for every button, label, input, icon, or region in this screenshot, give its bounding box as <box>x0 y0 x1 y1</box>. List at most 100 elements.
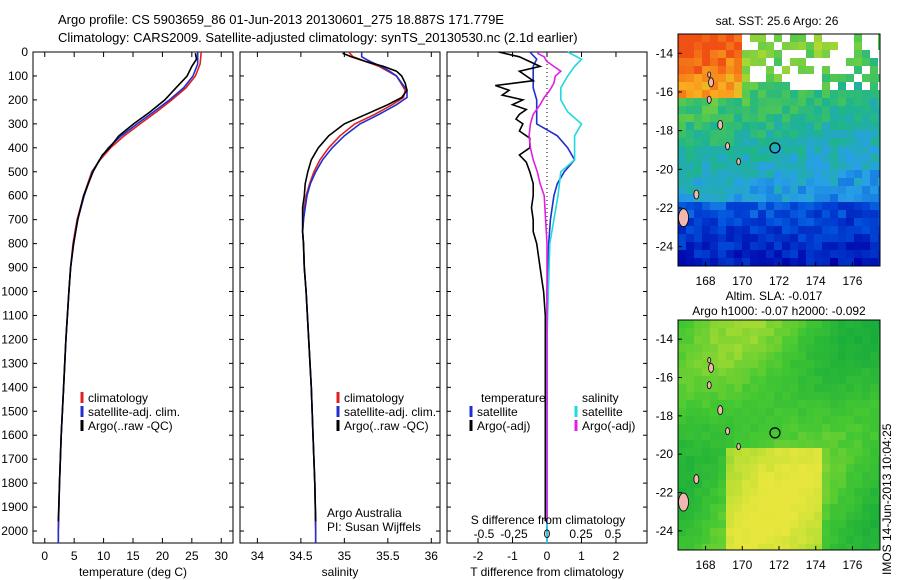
sla_map-cell <box>734 472 742 480</box>
sst_map-cell <box>686 154 694 162</box>
sst_map-cell <box>814 146 822 154</box>
sla_map-cell <box>830 392 838 400</box>
temperature-frame <box>32 51 234 544</box>
sst_map-cell <box>734 114 742 122</box>
sst_map-xtick-label: 170 <box>732 274 752 288</box>
sla_map-cell <box>798 416 806 424</box>
sla_map-cell <box>742 472 750 480</box>
sla_map-cell <box>782 384 790 392</box>
sla_map-cell <box>702 416 710 424</box>
sst_map-cell <box>790 106 798 114</box>
sst_map-cell <box>846 114 854 122</box>
sla_map-cell <box>790 328 798 336</box>
sla_map-cell <box>758 472 766 480</box>
sla_map-cell <box>854 384 862 392</box>
sla_map-cell <box>878 448 880 456</box>
sst_map-cell <box>734 106 742 114</box>
depth-tick-label: 1100 <box>2 308 28 322</box>
sla_map-cell <box>718 472 726 480</box>
sla_map-cell <box>766 512 774 520</box>
sst_map-cell <box>694 210 702 218</box>
sst_map-cell <box>838 258 846 266</box>
sst_map-cell <box>758 90 766 98</box>
sla_map-cell <box>750 496 758 504</box>
sla_map-cell <box>854 376 862 384</box>
sst_map-cell <box>806 122 814 130</box>
sla_map-cell <box>838 544 846 550</box>
sla_map-cell <box>798 528 806 536</box>
sst_map-cell <box>878 210 880 218</box>
depth-tick-label: 1600 <box>1 428 28 442</box>
sst_map-cell <box>750 226 758 234</box>
sst_map-cell <box>782 122 790 130</box>
sla_map-cell <box>710 488 718 496</box>
sst_map-cell <box>766 82 774 90</box>
sst_map-cell <box>686 98 694 106</box>
sla_map-cell <box>830 504 838 512</box>
sst_map-cell <box>710 258 718 266</box>
sla_map-cell <box>838 360 846 368</box>
sst_map-cell <box>710 146 718 154</box>
sla_map-cell <box>814 392 822 400</box>
sla_map-cell <box>686 448 694 456</box>
sst_map-cell <box>710 170 718 178</box>
sst_map-cell <box>758 130 766 138</box>
sla_map-cell <box>814 520 822 528</box>
sla_map-cell <box>830 408 838 416</box>
sla_map-cell <box>758 368 766 376</box>
sst_map-cell <box>710 234 718 242</box>
sst_map-cell <box>862 90 870 98</box>
sla_map-cell <box>758 464 766 472</box>
sst_map-cell <box>710 98 718 106</box>
sst_map-cell <box>870 218 878 226</box>
sst_map-cell <box>710 66 718 74</box>
sst_map-cell <box>838 242 846 250</box>
sla_map-cell <box>718 344 726 352</box>
sst_map-cell <box>734 130 742 138</box>
sla_map-cell <box>782 328 790 336</box>
sst_map-cell <box>710 226 718 234</box>
sst_map-cell <box>718 194 726 202</box>
sla_map-cell <box>750 392 758 400</box>
sla_map-cell <box>766 488 774 496</box>
sla_map-cell <box>718 504 726 512</box>
sla_map-cell <box>718 368 726 376</box>
sst_map-cell <box>726 162 734 170</box>
sla_map-cell <box>766 464 774 472</box>
sla_map-island <box>708 363 714 373</box>
sla_map-cell <box>758 320 766 328</box>
sla_map-cell <box>702 536 710 544</box>
sla_map-cell <box>838 520 846 528</box>
sst_map-cell <box>702 90 710 98</box>
sst_map-cell <box>790 42 798 50</box>
sst_map-cell <box>774 34 782 42</box>
sla_map-cell <box>686 520 694 528</box>
sla_map-cell <box>862 352 870 360</box>
sst_map-cell <box>694 250 702 258</box>
sst_map-cell <box>694 242 702 250</box>
difference-series-s-argo-adj- <box>528 52 563 522</box>
sst_map-cell <box>734 66 742 74</box>
sla_map-cell <box>878 488 880 496</box>
sla_map-cell <box>734 432 742 440</box>
sst_map-cell <box>726 42 734 50</box>
sst_map-cell <box>854 146 862 154</box>
sla_map-cell <box>718 416 726 424</box>
sst_map-cell <box>742 210 750 218</box>
sla_map-cell <box>822 344 830 352</box>
sst_map-cell <box>766 258 774 266</box>
sla_map-cell <box>838 416 846 424</box>
sla_map-cell <box>878 344 880 352</box>
sla_map-cell <box>774 400 782 408</box>
sla_map-cell <box>742 320 750 328</box>
sla_map-cell <box>846 448 854 456</box>
sst_map-cell <box>814 34 822 42</box>
sst_map-xtick-label: 168 <box>696 274 716 288</box>
sla_map-cell <box>806 320 814 328</box>
sla_map-xtick-label: 170 <box>732 558 752 572</box>
diff-legend-salinity-label: salinity <box>582 391 619 405</box>
sla_map-cell <box>782 416 790 424</box>
sla_map-cell <box>750 360 758 368</box>
sst_map-cell <box>718 74 726 82</box>
sst_map-cell <box>766 98 774 106</box>
